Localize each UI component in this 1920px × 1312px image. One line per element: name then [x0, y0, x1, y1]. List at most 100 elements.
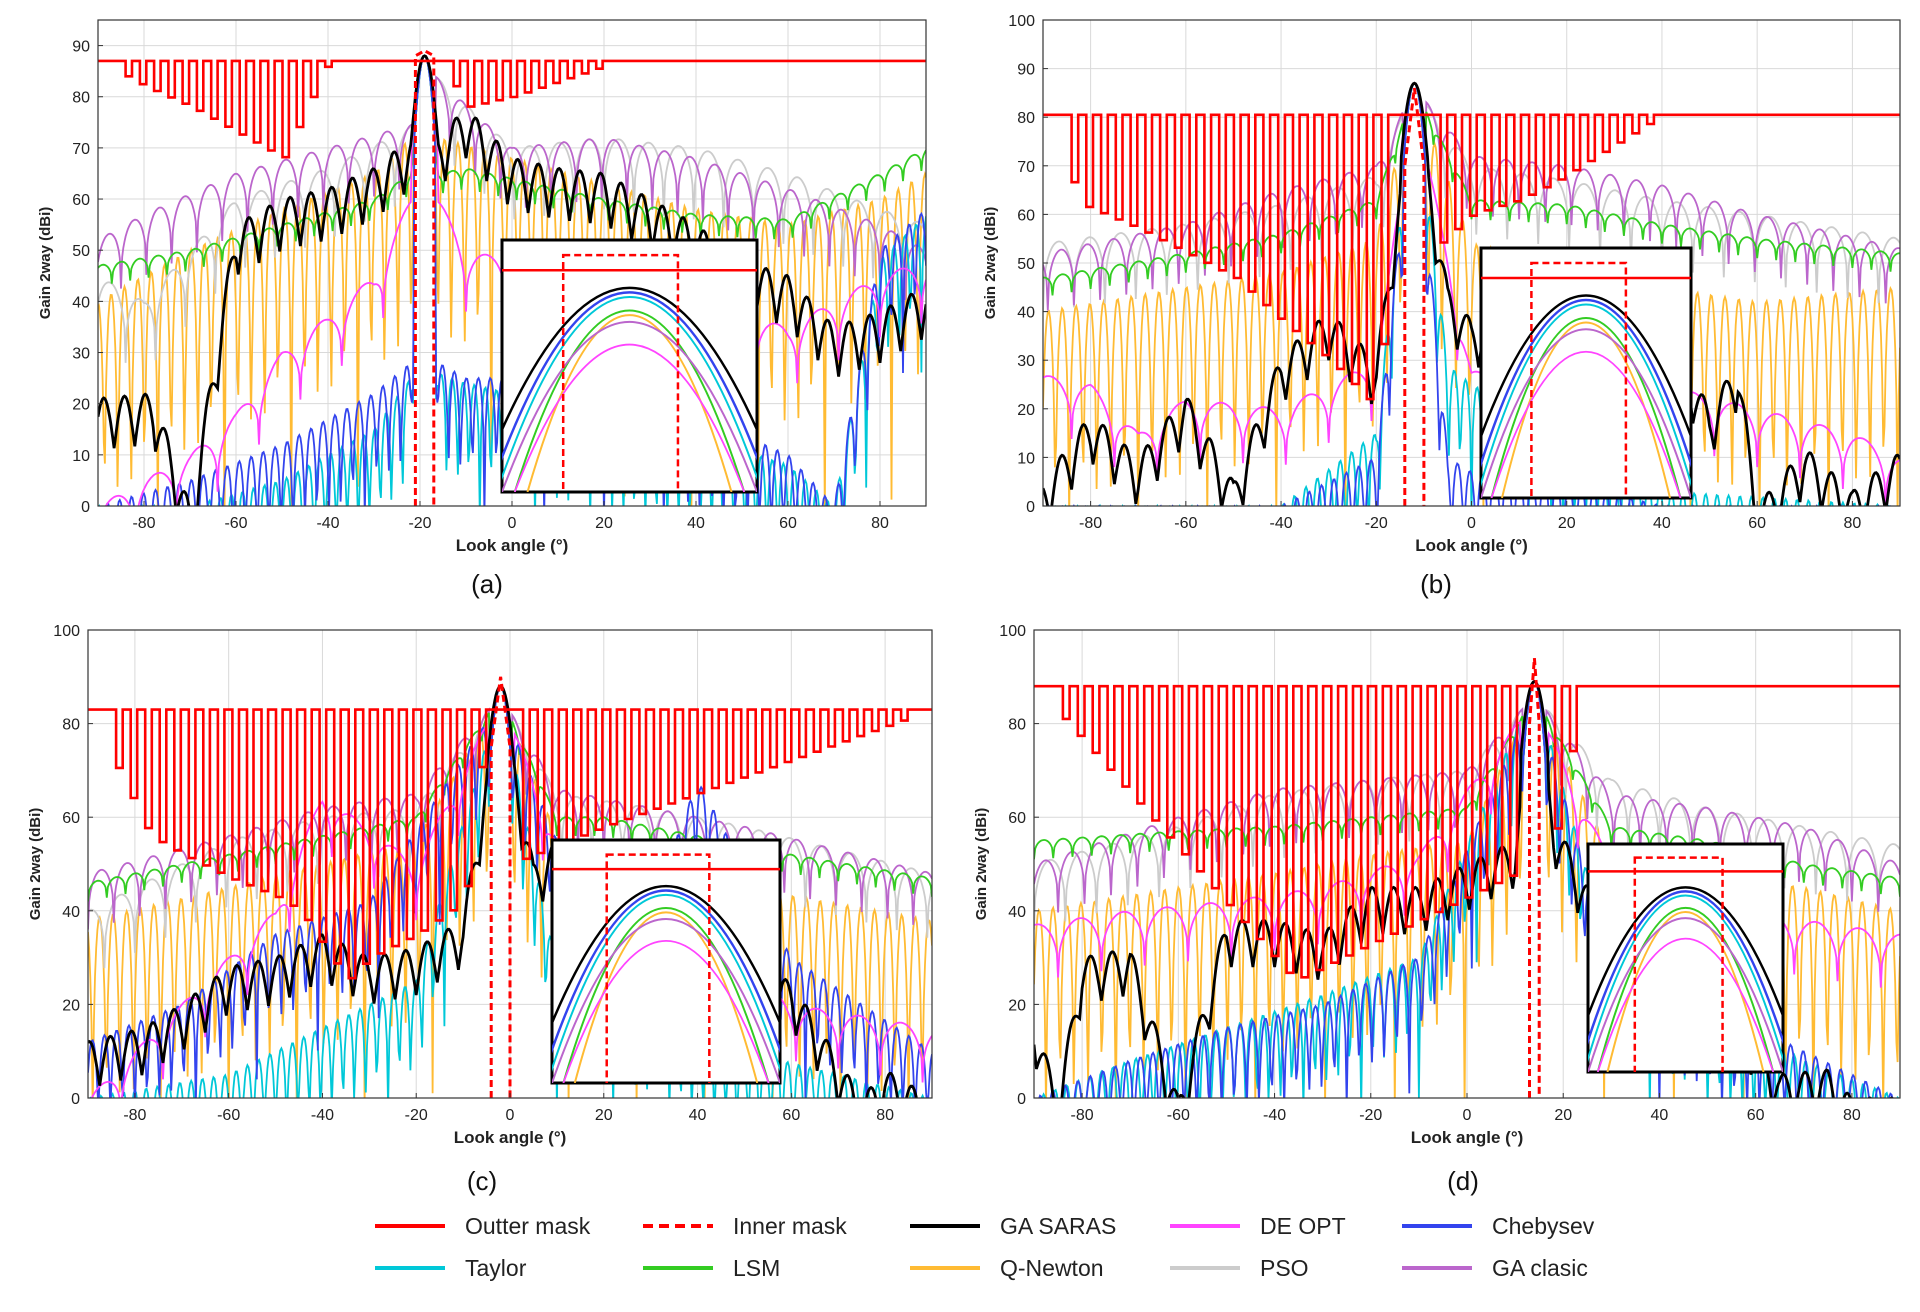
x-axis-label: Look angle (°) — [456, 536, 569, 555]
legend-item-de-opt: DE OPT — [1170, 1213, 1346, 1239]
y-tick-label: 80 — [62, 717, 80, 734]
inset-de-opt — [1596, 938, 1775, 1072]
y-tick-label: 60 — [1008, 810, 1026, 827]
y-tick-label: 10 — [72, 448, 90, 465]
inset-taylor — [552, 894, 780, 1073]
y-tick-label: 40 — [1008, 904, 1026, 921]
inset-plot — [1481, 261, 1691, 498]
legend: Outter mask Inner mask GA SARAS DE OPT Cheby… — [375, 1213, 1595, 1281]
x-tick-label: 60 — [1748, 515, 1766, 532]
inset-inner-mask — [605, 853, 711, 1083]
inset-lsm — [1596, 907, 1775, 1072]
legend-label: Outter mask — [465, 1213, 591, 1239]
legend-item-taylor: Taylor — [375, 1255, 527, 1281]
series-ga-saras — [1043, 81, 1900, 506]
y-tick-label: 70 — [72, 141, 90, 158]
inset-taylor — [502, 295, 757, 481]
grid — [1043, 19, 1900, 507]
y-tick-label: 30 — [72, 346, 90, 363]
x-tick-label: 40 — [1651, 1107, 1669, 1124]
x-tick-label: -80 — [123, 1107, 146, 1124]
inset-plot — [502, 253, 757, 492]
zoom-inset — [500, 238, 759, 494]
inset-ga-saras — [1588, 886, 1783, 1020]
x-tick-label: -60 — [224, 515, 247, 532]
inset-lsm — [562, 907, 770, 1083]
x-tick-label: -60 — [217, 1107, 240, 1124]
zoom-inset — [1479, 246, 1693, 500]
y-tick-label: 40 — [1017, 305, 1035, 322]
x-tick-label: -20 — [1359, 1107, 1382, 1124]
series-outter-mask — [98, 59, 926, 159]
y-tick-label: 80 — [1008, 717, 1026, 734]
x-tick-label: 20 — [595, 515, 613, 532]
series-q-newton — [1043, 82, 1900, 506]
chart-panel-d: -80 -60 -40 -20 0 20 40 60 80 0 20 40 60 80 100 Look an… — [973, 623, 1901, 1196]
legend-label: Chebysev — [1492, 1213, 1595, 1239]
inset-ga-clasic — [552, 917, 780, 1083]
chart-panel-c: -80 -60 -40 -20 0 20 40 60 80 0 20 40 60 80 100 Look an… — [27, 623, 933, 1196]
inset-q-newton — [1606, 911, 1765, 1072]
y-tick-label: 40 — [72, 294, 90, 311]
zoom-inset — [550, 838, 782, 1085]
x-tick-label: -40 — [1269, 515, 1292, 532]
inset-plot — [1588, 856, 1783, 1072]
series-lsm — [1043, 82, 1900, 296]
series-ga-clasic — [1043, 82, 1900, 311]
legend-item-q-newton: Q-Newton — [910, 1255, 1104, 1281]
x-axis-label: Look angle (°) — [454, 1128, 567, 1147]
y-axis-label: Gain 2way (dBi) — [37, 207, 54, 320]
inset-chebysev — [552, 889, 780, 1054]
inset-ga-saras — [502, 286, 757, 433]
x-axis-label: Look angle (°) — [1415, 536, 1528, 555]
inset-q-newton — [573, 911, 759, 1083]
y-tick-label: 50 — [72, 243, 90, 260]
inset-ga-saras — [1481, 294, 1691, 440]
panel-caption: (c) — [467, 1166, 497, 1196]
legend-label: GA SARAS — [1000, 1213, 1116, 1239]
x-tick-label: -60 — [1174, 515, 1197, 532]
y-tick-label: 80 — [72, 90, 90, 107]
x-tick-label: 40 — [687, 515, 705, 532]
legend-label: DE OPT — [1260, 1213, 1346, 1239]
y-tick-label: 0 — [81, 499, 90, 516]
series-inner-mask — [1403, 87, 1426, 506]
inset-de-opt — [1490, 350, 1682, 498]
inset-inner-mask — [1633, 856, 1724, 1072]
inset-chebysev — [1588, 890, 1783, 1045]
y-tick-label: 100 — [999, 623, 1026, 640]
x-tick-label: 20 — [1558, 515, 1576, 532]
x-tick-label: 0 — [1463, 1107, 1472, 1124]
plot-area — [1043, 81, 1900, 506]
x-tick-label: -40 — [316, 515, 339, 532]
x-tick-label: -80 — [132, 515, 155, 532]
y-tick-label: 100 — [1008, 13, 1035, 30]
inset-ga-clasic — [502, 320, 757, 492]
series-ga-clasic — [1034, 680, 1900, 913]
x-tick-label: -40 — [311, 1107, 334, 1124]
y-axis-label: Gain 2way (dBi) — [982, 207, 999, 320]
y-tick-label: 20 — [62, 997, 80, 1014]
x-tick-label: -60 — [1167, 1107, 1190, 1124]
legend-label: GA clasic — [1492, 1255, 1588, 1281]
y-tick-label: 80 — [1017, 110, 1035, 127]
legend-item-chebysev: Chebysev — [1402, 1213, 1595, 1239]
x-tick-label: 20 — [595, 1107, 613, 1124]
y-tick-label: 0 — [71, 1091, 80, 1108]
x-tick-label: 40 — [1653, 515, 1671, 532]
series-inner-mask — [489, 676, 512, 1098]
legend-item-outter-mask: Outter mask — [375, 1213, 591, 1239]
panel-caption: (b) — [1420, 569, 1452, 599]
inset-q-newton — [1501, 321, 1671, 498]
y-tick-label: 90 — [72, 39, 90, 56]
x-axis-label: Look angle (°) — [1411, 1128, 1524, 1147]
x-tick-label: 40 — [689, 1107, 707, 1124]
x-tick-label: -80 — [1079, 515, 1102, 532]
x-tick-label: 80 — [1843, 515, 1861, 532]
inset-inner-mask — [561, 253, 680, 492]
y-axis-label: Gain 2way (dBi) — [973, 808, 990, 921]
series-ga-clasic — [98, 54, 926, 301]
x-tick-label: 60 — [782, 1107, 800, 1124]
legend-label: Q-Newton — [1000, 1255, 1104, 1281]
legend-item-ga-clasic: GA clasic — [1402, 1255, 1588, 1281]
